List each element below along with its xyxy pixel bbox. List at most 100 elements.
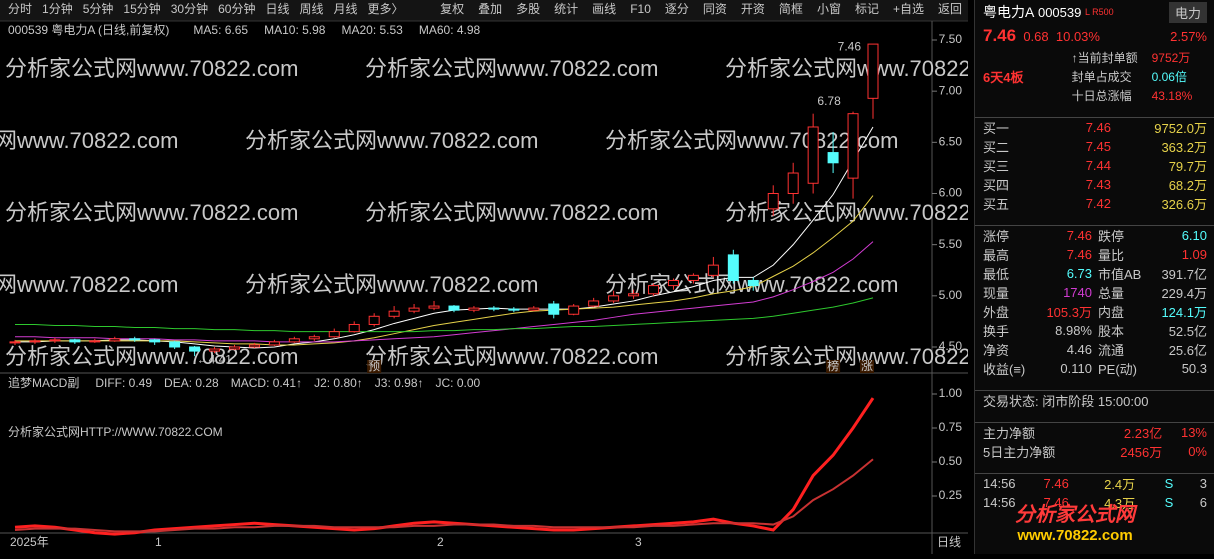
- toolbar-button[interactable]: 画线: [592, 2, 616, 16]
- tag-bg: [826, 360, 841, 373]
- candle-body: [648, 285, 660, 295]
- text: 闭市阶段 15:00:00: [1042, 394, 1149, 409]
- candle-body: [608, 295, 620, 302]
- toolbar-button[interactable]: 周线: [299, 2, 323, 16]
- watermark: 分析家公式网www.70822.com: [365, 56, 658, 81]
- limit-info: 十日总涨幅 43.18%: [975, 86, 1214, 105]
- candle-body: [368, 315, 380, 325]
- text: 十日总涨幅: [1071, 89, 1132, 103]
- text: 0.110: [1060, 361, 1092, 376]
- text: 68.2万: [1168, 178, 1207, 193]
- candle-body: [268, 341, 280, 346]
- y-tick-label: 7.00: [939, 83, 963, 97]
- logo: 分析家公式网 www.70822.com: [1015, 498, 1135, 544]
- candle-body: [248, 344, 260, 348]
- candle-body: [568, 305, 580, 315]
- text: 量比: [1098, 248, 1125, 263]
- y-tick-label: 0.25: [939, 488, 963, 502]
- text: 7.46: [1043, 495, 1069, 510]
- candle-body: [827, 152, 839, 164]
- order-book-row: 买一 7.46 9752.0万: [975, 118, 1214, 137]
- order-book-row: 买三 7.44 79.7万: [975, 156, 1214, 175]
- stat-row: 收益(≡) 0.110 PE(动) 50.3: [975, 359, 1214, 378]
- toolbar-button[interactable]: 简框: [779, 2, 803, 16]
- toolbar-button[interactable]: 小窗: [817, 2, 841, 16]
- annotation: 6.78: [817, 94, 841, 108]
- toolbar-bg: [0, 0, 968, 21]
- text: 7.44: [1085, 158, 1111, 173]
- candle-body: [69, 339, 81, 343]
- candle-body: [448, 305, 460, 311]
- toolbar-button[interactable]: 30分钟: [171, 1, 208, 16]
- stat-row: 最低 6.73 市值AB 391.7亿: [975, 264, 1214, 283]
- toolbar-button[interactable]: 标记: [855, 2, 879, 16]
- toolbar-button[interactable]: 复权: [440, 2, 464, 16]
- candle-body: [488, 307, 500, 310]
- stat-row: 换手 8.98% 股本 52.5亿: [975, 321, 1214, 340]
- toolbar-button[interactable]: 更多〉: [368, 2, 404, 16]
- money-flow: 主力净额 2.23亿 13%: [975, 423, 1214, 442]
- text: 9752万: [1151, 51, 1191, 65]
- toolbar-button[interactable]: 月线: [334, 2, 358, 16]
- toolbar-button[interactable]: 1分钟: [42, 1, 73, 16]
- candle-body: [428, 305, 440, 309]
- indicator-label: J3: 0.98↑: [375, 376, 424, 390]
- candle-body: [308, 336, 320, 340]
- text: 7.43: [1085, 177, 1111, 192]
- toolbar-button[interactable]: 多股: [516, 2, 540, 16]
- tag-bg: [860, 360, 874, 373]
- text: 外盘: [983, 305, 1010, 320]
- toolbar-button[interactable]: 同资: [703, 2, 727, 16]
- toolbar-button[interactable]: 开资: [741, 2, 765, 16]
- toolbar-button[interactable]: 日线: [265, 2, 289, 16]
- text: 总量: [1098, 286, 1125, 301]
- tag-bg: [367, 360, 382, 373]
- text: 10.03%: [1055, 28, 1100, 44]
- toolbar-button[interactable]: 统计: [554, 2, 578, 16]
- candle-body: [408, 307, 420, 312]
- watermark: 分析家公式网www.70822.com: [245, 128, 538, 153]
- watermark: 分析家公式网www.70822.com: [365, 344, 658, 369]
- text: 内盘: [1098, 305, 1125, 320]
- ma-line: [15, 241, 874, 343]
- indicator-line: [14, 397, 875, 536]
- text: 买一: [983, 121, 1010, 136]
- order-book-row: 买四 7.43 68.2万: [975, 175, 1214, 194]
- y-tick-label: 6.50: [939, 135, 963, 149]
- quote-price: 7.46 0.68 10.03% 2.57%: [975, 24, 1214, 48]
- text: 4.46: [1066, 342, 1092, 357]
- toolbar-button[interactable]: 15分钟: [123, 1, 160, 16]
- text: 6: [1199, 495, 1208, 510]
- toolbar-button[interactable]: 5分钟: [83, 1, 114, 16]
- period-label: 日线: [937, 535, 961, 549]
- x-tick-label: 3: [635, 535, 642, 549]
- trade-row: 14:56 7.46 2.4万 S 3: [975, 474, 1214, 493]
- toolbar-button[interactable]: +自选: [893, 2, 924, 16]
- watermark: 分析家公式网www.70822.com: [725, 56, 968, 81]
- logo-url: www.70822.com: [1017, 527, 1133, 544]
- candle-body: [747, 279, 759, 287]
- text: 粤电力A: [983, 4, 1035, 20]
- text: 6.10: [1181, 228, 1207, 243]
- candle-body: [189, 346, 201, 352]
- text: 7.46: [983, 26, 1017, 45]
- ma-label: MA60: 4.98: [419, 23, 481, 37]
- toolbar-button[interactable]: 逐分: [665, 2, 689, 16]
- toolbar-button[interactable]: F10: [630, 2, 651, 16]
- stat-row: 最高 7.46 量比 1.09: [975, 245, 1214, 264]
- toolbar-button[interactable]: 返回: [938, 2, 962, 16]
- text: 买五: [983, 197, 1010, 212]
- toolbar-button[interactable]: 分时: [8, 2, 32, 16]
- stat-row: 净资 4.46 流通 25.6亿: [975, 340, 1214, 359]
- text: 229.4万: [1161, 286, 1207, 301]
- trade-status: 交易状态: 闭市阶段 15:00:00: [975, 391, 1214, 410]
- text: 电力: [1168, 1, 1207, 23]
- text: 7.45: [1085, 139, 1111, 154]
- candle-body: [89, 340, 101, 343]
- divider: [975, 473, 1214, 474]
- toolbar-button[interactable]: 叠加: [478, 2, 502, 16]
- toolbar-button[interactable]: 60分钟: [218, 1, 255, 16]
- ma-line: [15, 126, 874, 349]
- chart-title: 000539 粤电力A (日线,前复权): [8, 22, 169, 37]
- text: PE(动): [1098, 362, 1138, 377]
